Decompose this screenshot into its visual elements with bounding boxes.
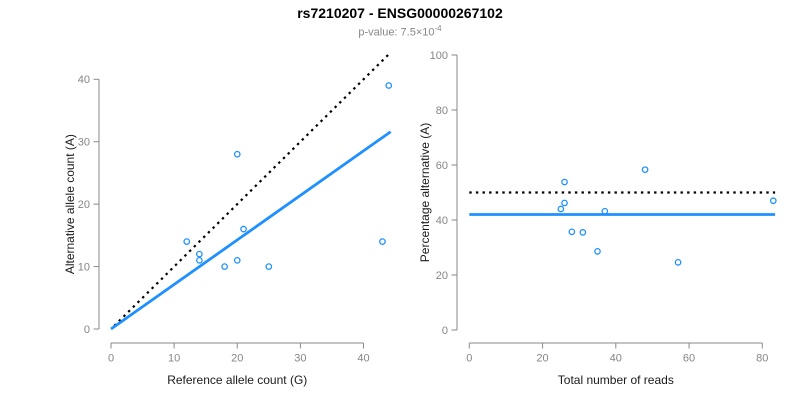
- data-point: [196, 256, 203, 264]
- x-tick-label: 80: [756, 353, 768, 365]
- x-tick-label: 30: [294, 353, 306, 365]
- data-point: [265, 263, 273, 270]
- x-tick-label: 20: [536, 353, 548, 365]
- data-point: [233, 150, 241, 158]
- x-tick-label: 0: [108, 353, 114, 365]
- data-point: [557, 205, 565, 213]
- scatter-allele-counts: 0 10 20 30 40 0 10 20 30 40 Reference allele count…: [63, 51, 393, 387]
- regression-line: [110, 130, 392, 331]
- y-tick-label: 40: [78, 74, 90, 86]
- y-tick-label: 20: [436, 270, 448, 282]
- data-point: [561, 178, 568, 186]
- data-point: [385, 82, 393, 89]
- y-axis-title: Percentage alternative (A): [418, 123, 432, 262]
- data-point: [183, 238, 191, 245]
- p-value-text: p-value: 7.5×10: [358, 26, 435, 39]
- y-tick-label: 0: [442, 325, 448, 337]
- y-tick-label: 10: [78, 261, 90, 273]
- x-axis-title: Reference allele count (G): [167, 373, 307, 387]
- data-point: [561, 199, 568, 207]
- x-tick-label: 0: [466, 353, 472, 365]
- identity-line: [113, 51, 392, 327]
- y-tick-label: 40: [436, 215, 448, 227]
- data-point: [568, 228, 576, 236]
- data-point: [769, 197, 777, 205]
- y-tick-label: 0: [84, 324, 90, 336]
- data-point: [221, 263, 228, 270]
- scatter-percentage-reads: 0 20 40 60 80 100 0 20 40 60 80 Total number of rea…: [418, 50, 777, 387]
- data-point: [379, 238, 386, 245]
- data-point: [233, 256, 241, 264]
- x-tick-label: 20: [231, 353, 243, 365]
- data-point: [674, 259, 682, 266]
- data-point: [240, 225, 247, 233]
- data-point: [594, 248, 601, 255]
- y-axis-title: Alternative allele count (A): [63, 134, 77, 274]
- data-point: [196, 250, 203, 258]
- y-tick-label: 30: [78, 137, 90, 149]
- y-tick-label: 100: [430, 50, 448, 62]
- y-tick-label: 60: [436, 160, 448, 172]
- x-tick-label: 40: [357, 353, 369, 365]
- data-point: [579, 229, 587, 236]
- x-tick-label: 60: [683, 353, 695, 365]
- x-tick-label: 40: [610, 353, 622, 365]
- x-axis-title: Total number of reads: [558, 373, 674, 387]
- chart-subtitle: p-value: 7.5×10-4: [0, 24, 800, 39]
- y-tick-label: 20: [78, 199, 90, 211]
- data-point: [601, 207, 609, 215]
- p-value-exponent: -4: [434, 24, 442, 33]
- data-point: [641, 166, 649, 174]
- y-tick-label: 80: [436, 105, 448, 117]
- x-tick-label: 10: [168, 353, 180, 365]
- chart-title: rs7210207 - ENSG00000267102: [297, 5, 503, 21]
